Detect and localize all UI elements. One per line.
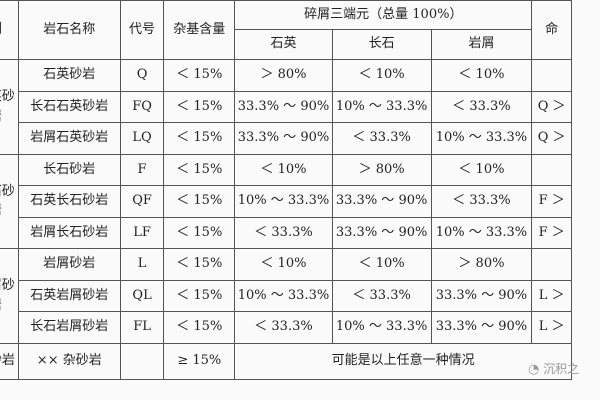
header-rock-name: 岩石名称 (17, 0, 121, 60)
matrix-cell: ＜ 15% (163, 248, 236, 281)
category-cell: 岩屑砂岩 (0, 248, 19, 344)
watermark: ◔ 沉积之 (528, 360, 579, 377)
matrix-cell: ＜ 15% (163, 311, 236, 344)
table-row: 岩屑石英砂岩 LQ ＜ 15% 33.3% ～ 90% ＜ 33.3% 10% ～ 33.… (0, 122, 572, 155)
rock-name-cell: 岩屑石英砂岩 (17, 122, 121, 155)
feldspar-cell: 10% ～ 33.3% (331, 311, 432, 344)
sandstone-classification-table: 例 岩石名称 代号 杂基含量 碎屑三端元（总量 100%） 命 石英 长石 岩屑… (0, 0, 572, 380)
lithic-cell: ＞ 80% (430, 248, 533, 281)
extra-cell (531, 248, 572, 281)
lithic-cell: ＜ 33.3% (430, 185, 533, 218)
code-cell: QL (119, 279, 165, 312)
header-row-1: 例 岩石名称 代号 杂基含量 碎屑三端元（总量 100%） 命 (0, 0, 572, 60)
extra-cell: F ＞ (531, 216, 572, 249)
extra-cell: Q ＞ (531, 90, 572, 123)
code-cell: L (119, 248, 165, 281)
note-cell: 可能是以上任意一种情况 (234, 342, 572, 380)
watermark-text: 沉积之 (543, 362, 580, 376)
quartz-cell: ＜ 33.3% (234, 216, 333, 249)
quartz-cell: ＞ 80% (234, 59, 333, 92)
matrix-cell: ＜ 15% (163, 122, 236, 155)
table-row-greywacke: 杂砂岩×× 杂砂岩 ≥ 15%可能是以上任意一种情况 (0, 342, 572, 380)
header-last: 命 (531, 0, 572, 60)
feldspar-cell: 10% ～ 33.3% (331, 90, 432, 123)
wechat-icon: ◔ (528, 362, 540, 377)
quartz-cell: 33.3% ～ 90% (234, 90, 333, 123)
header-code: 代号 (119, 0, 165, 60)
feldspar-cell: 33.3% ～ 90% (331, 185, 432, 218)
table-row: 长石石英砂岩 FQ ＜ 15% 33.3% ～ 90% 10% ～ 33.3% ＜ 33.… (0, 90, 572, 123)
matrix-cell: ＜ 15% (163, 216, 236, 249)
quartz-cell: ＜ 10% (234, 153, 333, 186)
feldspar-cell: 33.3% ～ 90% (331, 216, 432, 249)
feldspar-cell: ＜ 33.3% (331, 279, 432, 312)
table-row: 石英岩屑砂岩 QL ＜ 15% 10% ～ 33.3% ＜ 33.3% 33.3% ～ 9… (0, 279, 572, 312)
code-cell: Q (119, 59, 165, 92)
code-cell: LQ (119, 122, 165, 155)
feldspar-cell: ＞ 80% (331, 153, 432, 186)
matrix-cell: ＜ 15% (163, 185, 236, 218)
matrix-cell: ＜ 15% (163, 279, 236, 312)
rock-name-cell: 长石岩屑砂岩 (17, 311, 121, 344)
feldspar-cell: ＜ 10% (331, 248, 432, 281)
quartz-cell: ＜ 10% (234, 248, 333, 281)
header-lithic: 岩屑 (430, 29, 533, 60)
extra-cell (531, 59, 572, 92)
lithic-cell: 33.3% ～ 90% (430, 279, 533, 312)
rock-name-cell: 长石砂岩 (17, 153, 121, 186)
code-cell: LF (119, 216, 165, 249)
feldspar-cell: ＜ 33.3% (331, 122, 432, 155)
table-row: 岩屑砂岩岩屑砂岩L＜ 15%＜ 10%＜ 10%＞ 80% (0, 248, 572, 344)
extra-cell: F ＞ (531, 185, 572, 218)
quartz-cell: ＜ 33.3% (234, 311, 333, 344)
extra-cell: L ＞ (531, 279, 572, 312)
rock-name-cell: 石英岩屑砂岩 (17, 279, 121, 312)
rock-name-cell: 岩屑长石砂岩 (17, 216, 121, 249)
lithic-cell: ＜ 33.3% (430, 90, 533, 123)
header-debris-endmembers: 碎屑三端元（总量 100%） (234, 0, 533, 30)
lithic-cell: ＜ 10% (430, 59, 533, 92)
extra-cell (531, 153, 572, 186)
category-cell: 长石砂岩 (0, 153, 19, 249)
code-cell: QF (119, 185, 165, 218)
matrix-cell: ＜ 15% (163, 90, 236, 123)
code-cell (119, 342, 165, 380)
matrix-cell: ＜ 15% (163, 59, 236, 92)
extra-cell: Q ＞ (531, 122, 572, 155)
header-quartz: 石英 (234, 29, 333, 60)
code-cell: FQ (119, 90, 165, 123)
matrix-cell: ≥ 15% (163, 342, 236, 380)
category-cell: 石英砂岩 (0, 59, 19, 155)
rock-name-cell: ×× 杂砂岩 (17, 342, 121, 380)
extra-cell: L ＞ (531, 311, 572, 344)
lithic-cell: ＜ 10% (430, 153, 533, 186)
lithic-cell: 10% ～ 33.3% (430, 216, 533, 249)
matrix-cell: ＜ 15% (163, 153, 236, 186)
rock-name-cell: 石英长石砂岩 (17, 185, 121, 218)
table-row: 石英砂岩石英砂岩Q＜ 15%＞ 80%＜ 10%＜ 10% (0, 59, 572, 155)
table-row: 岩屑长石砂岩 LF ＜ 15% ＜ 33.3% 33.3% ～ 90% 10% ～ 33.… (0, 216, 572, 249)
header-example: 例 (0, 0, 19, 60)
table-row: 长石砂岩长石砂岩F＜ 15%＜ 10%＞ 80%＜ 10% (0, 153, 572, 249)
rock-name-cell: 石英砂岩 (17, 59, 121, 92)
lithic-cell: 10% ～ 33.3% (430, 122, 533, 155)
header-row-2: 石英 长石 岩屑 (0, 29, 572, 60)
header-matrix-content: 杂基含量 (163, 0, 236, 60)
feldspar-cell: ＜ 10% (331, 59, 432, 92)
header-feldspar: 长石 (331, 29, 432, 60)
code-cell: F (119, 153, 165, 186)
quartz-cell: 10% ～ 33.3% (234, 279, 333, 312)
quartz-cell: 10% ～ 33.3% (234, 185, 333, 218)
category-cell: 杂砂岩 (0, 342, 19, 380)
code-cell: FL (119, 311, 165, 344)
rock-name-cell: 岩屑砂岩 (17, 248, 121, 281)
lithic-cell: 33.3% ～ 90% (430, 311, 533, 344)
table-row: 长石岩屑砂岩 FL ＜ 15% ＜ 33.3% 10% ～ 33.3% 33.3% ～ 9… (0, 311, 572, 344)
table-row: 石英长石砂岩 QF ＜ 15% 10% ～ 33.3% 33.3% ～ 90% ＜ 33.… (0, 185, 572, 218)
quartz-cell: 33.3% ～ 90% (234, 122, 333, 155)
rock-name-cell: 长石石英砂岩 (17, 90, 121, 123)
